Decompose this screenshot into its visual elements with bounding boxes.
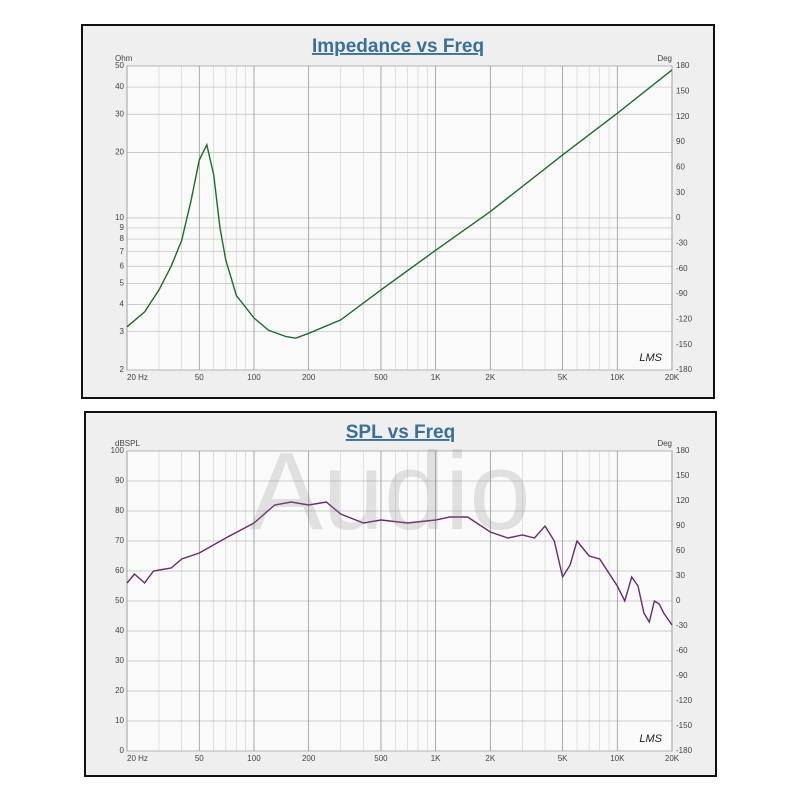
title: Impedance vs Freq	[312, 36, 484, 57]
y-tick-label: 8	[120, 234, 125, 243]
y-tick-label: 70	[115, 536, 124, 545]
y2-tick-label: 180	[676, 446, 690, 455]
y-tick-label: 100	[111, 446, 125, 455]
y-axis-label: Ohm	[115, 54, 133, 63]
y2-tick-label: -150	[676, 721, 693, 730]
x-tick-label: 50	[195, 373, 204, 382]
y2-tick-label: -60	[676, 264, 688, 273]
x-tick-label: 20K	[665, 754, 680, 763]
y2-tick-label: 0	[676, 213, 681, 222]
y2-tick-label: -180	[676, 365, 693, 374]
y2-axis-label: Deg	[657, 439, 672, 448]
x-tick-label: 10K	[610, 373, 625, 382]
x-tick-label: 1K	[431, 373, 441, 382]
x-tick-label: 20 Hz	[127, 373, 148, 382]
annotation: LMS	[639, 733, 662, 745]
watermark: Audio	[249, 430, 530, 553]
y-tick-label: 9	[120, 223, 125, 232]
y-tick-label: 10	[115, 716, 124, 725]
y2-tick-label: 60	[676, 546, 685, 555]
y2-tick-label: 30	[676, 571, 685, 580]
y-tick-label: 6	[120, 261, 125, 270]
title: SPL vs Freq	[346, 422, 455, 443]
x-tick-label: 5K	[558, 373, 568, 382]
y2-axis-label: Deg	[657, 54, 672, 63]
y-tick-label: 5	[120, 279, 125, 288]
y2-tick-label: 150	[676, 86, 690, 95]
y-tick-label: 40	[115, 82, 124, 91]
x-tick-label: 200	[302, 754, 316, 763]
y2-tick-label: -120	[676, 314, 693, 323]
x-tick-label: 5K	[558, 754, 568, 763]
y2-tick-label: 120	[676, 496, 690, 505]
y2-tick-label: -120	[676, 696, 693, 705]
y-tick-label: 7	[120, 247, 125, 256]
y-tick-label: 4	[120, 300, 125, 309]
y-tick-label: 10	[115, 213, 124, 222]
y2-tick-label: -30	[676, 621, 688, 630]
y2-tick-label: -150	[676, 340, 693, 349]
y-tick-label: 3	[120, 327, 125, 336]
y2-tick-label: -90	[676, 289, 688, 298]
y-tick-label: 30	[115, 109, 124, 118]
y2-tick-label: 90	[676, 521, 685, 530]
x-tick-label: 500	[374, 754, 388, 763]
x-tick-label: 20K	[665, 373, 680, 382]
y-tick-label: 80	[115, 506, 124, 515]
y-tick-label: 0	[120, 746, 125, 755]
x-tick-label: 1K	[431, 754, 441, 763]
y-tick-label: 60	[115, 566, 124, 575]
x-tick-label: 100	[247, 754, 261, 763]
x-tick-label: 100	[247, 373, 261, 382]
y2-tick-label: 30	[676, 188, 685, 197]
x-tick-label: 50	[195, 754, 204, 763]
y2-tick-label: -180	[676, 746, 693, 755]
y2-tick-label: 120	[676, 112, 690, 121]
x-tick-label: 2K	[485, 373, 495, 382]
y-tick-label: 50	[115, 596, 124, 605]
data-line	[126, 69, 673, 339]
data-line	[126, 501, 673, 626]
y-tick-label: 40	[115, 626, 124, 635]
y2-tick-label: 150	[676, 471, 690, 480]
y-tick-label: 50	[115, 61, 124, 70]
y-tick-label: 20	[115, 148, 124, 157]
y2-tick-label: 0	[676, 596, 681, 605]
y-tick-label: 2	[120, 365, 125, 374]
x-tick-label: 200	[302, 373, 316, 382]
x-tick-label: 2K	[485, 754, 495, 763]
y2-tick-label: -30	[676, 238, 688, 247]
y2-tick-label: 180	[676, 61, 690, 70]
y2-tick-label: -90	[676, 671, 688, 680]
x-tick-label: 500	[374, 373, 388, 382]
y-axis-label: dBSPL	[115, 439, 140, 448]
x-tick-label: 10K	[610, 754, 625, 763]
y-tick-label: 30	[115, 656, 124, 665]
x-tick-label: 20 Hz	[127, 754, 148, 763]
y-tick-label: 90	[115, 476, 124, 485]
y2-tick-label: -60	[676, 646, 688, 655]
y2-tick-label: 90	[676, 137, 685, 146]
y-tick-label: 20	[115, 686, 124, 695]
annotation: LMS	[639, 352, 662, 364]
y2-tick-label: 60	[676, 162, 685, 171]
